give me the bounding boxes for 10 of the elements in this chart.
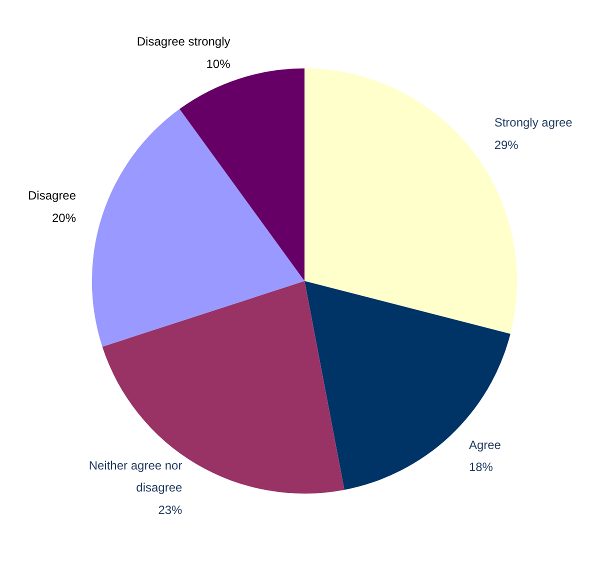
data-label: 23% bbox=[158, 503, 183, 518]
slice-label: Disagree bbox=[28, 188, 76, 203]
slice-label: Disagree strongly bbox=[136, 34, 230, 48]
data-label: 10% bbox=[206, 56, 231, 71]
data-label: 18% bbox=[468, 460, 494, 474]
data-label: 29% bbox=[494, 138, 519, 152]
slice-label: Strongly agree bbox=[494, 116, 573, 130]
data-label: 20% bbox=[52, 210, 76, 225]
slice-label: Neither agree nor disagree bbox=[88, 458, 183, 495]
slice-label: Agree bbox=[468, 438, 502, 452]
